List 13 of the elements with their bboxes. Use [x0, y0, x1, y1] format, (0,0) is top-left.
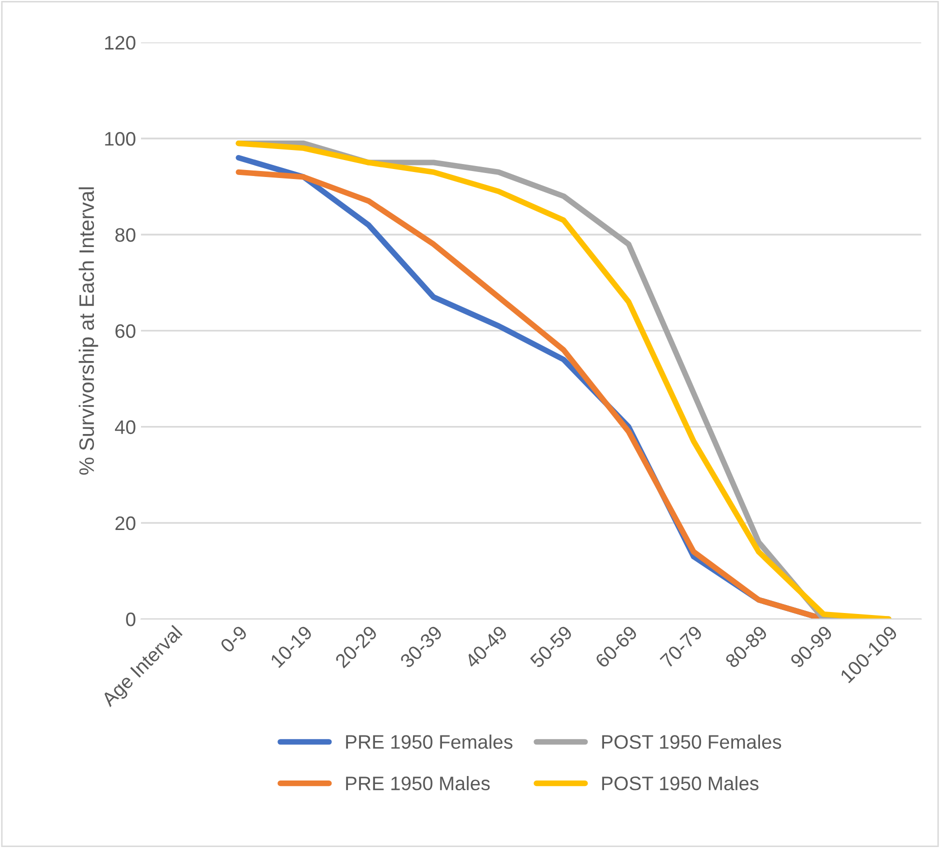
y-tick-label: 100: [105, 132, 136, 146]
legend-label: POST 1950 Males: [602, 776, 758, 790]
y-tick-label: 40: [114, 420, 136, 434]
y-tick-label: 80: [115, 228, 136, 242]
y-tick-label: 0: [126, 612, 136, 626]
legend-label: PRE 1950 Males: [346, 776, 490, 790]
y-axis-title: % Survivorship at Each Interval: [78, 187, 98, 475]
legend-label: PRE 1950 Females: [346, 734, 512, 749]
legend-label: POST 1950 Females: [602, 734, 782, 749]
y-tick-label: 60: [116, 324, 136, 338]
y-tick-label: 20: [115, 516, 136, 530]
x-tick-label: 0-9: [220, 624, 248, 654]
y-tick-label: 120: [105, 36, 136, 50]
